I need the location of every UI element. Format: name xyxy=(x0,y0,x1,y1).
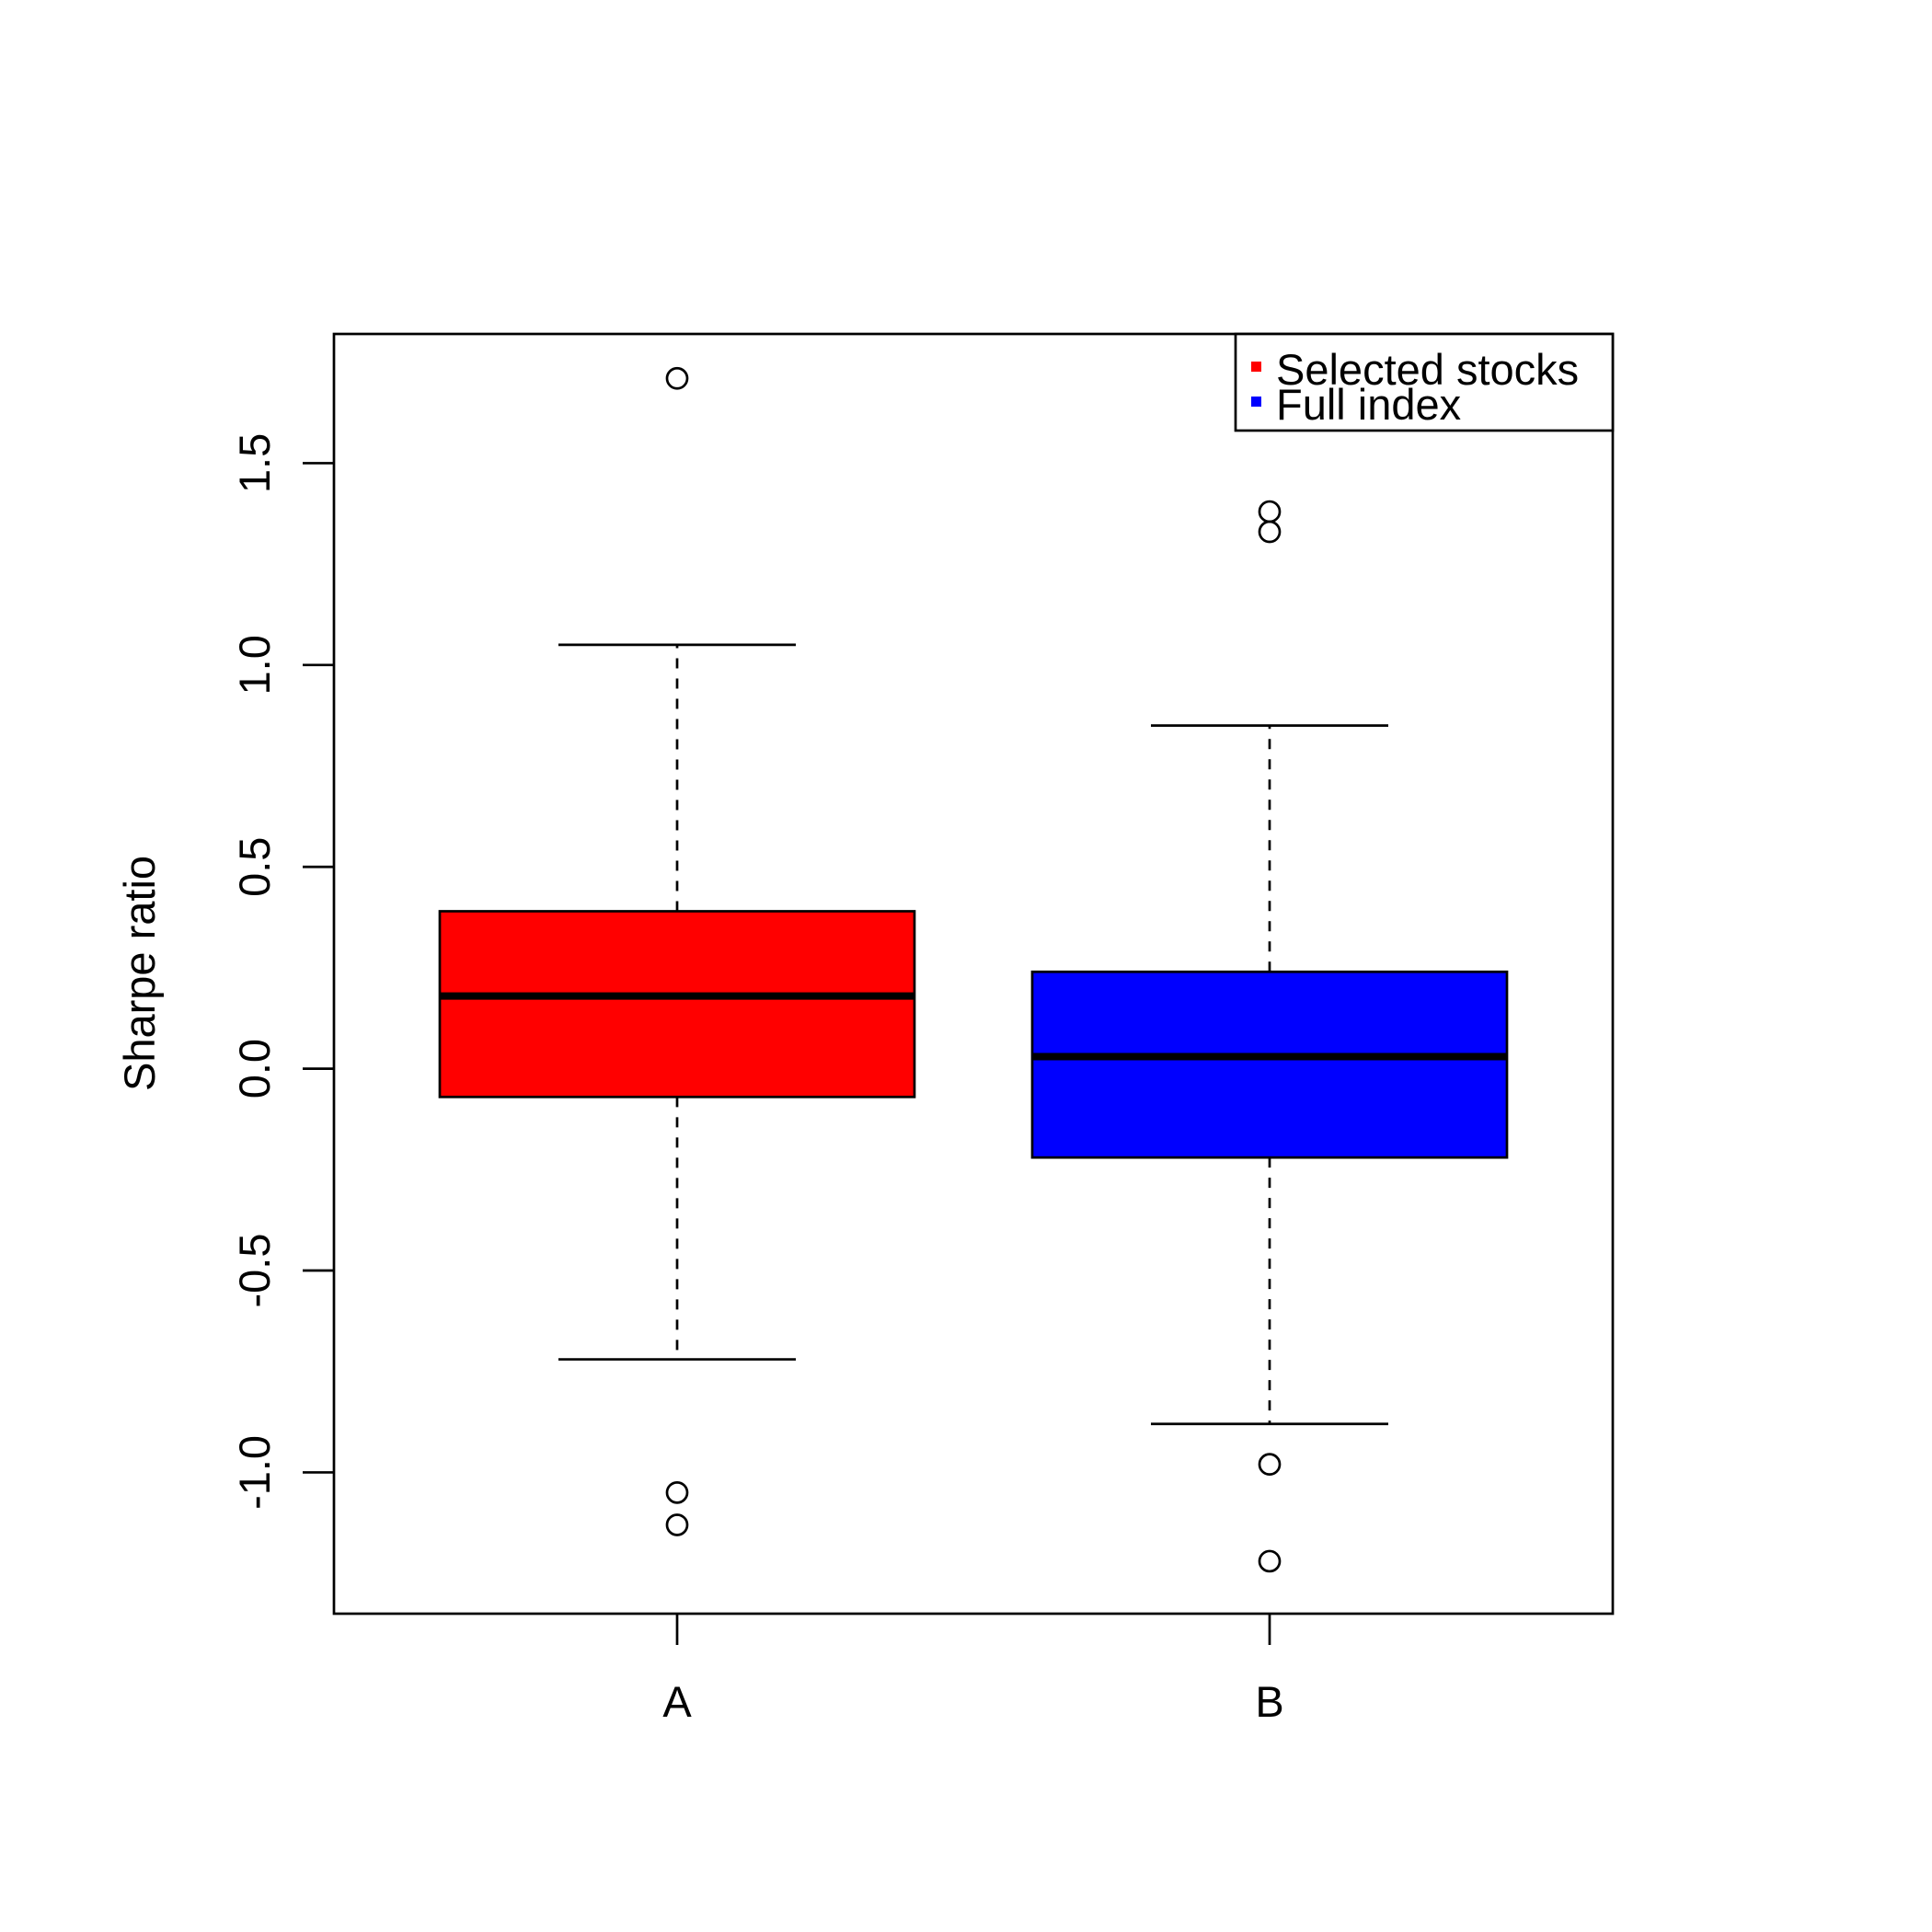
outlier-point xyxy=(1258,1453,1282,1476)
outlier-point xyxy=(665,366,689,390)
y-tick-label: 0.0 xyxy=(230,1039,279,1098)
x-tick-label: A xyxy=(662,1677,692,1726)
outlier-point xyxy=(1258,1549,1282,1573)
legend-label-selected-stocks: Selected stocks xyxy=(1276,345,1579,394)
whiskers-layer xyxy=(558,643,1388,1426)
legend-swatch-selected-stocks xyxy=(1251,362,1261,372)
y-tick-label: -1.0 xyxy=(230,1435,279,1510)
outlier-point xyxy=(665,1513,689,1536)
y-tick-label: 0.5 xyxy=(230,837,279,897)
outlier-point xyxy=(1258,520,1282,544)
y-axis-label: Sharpe ratio xyxy=(115,856,164,1091)
boxes-layer xyxy=(438,910,1509,1159)
x-tick-label: B xyxy=(1255,1677,1283,1726)
outlier-point xyxy=(665,1481,689,1504)
outliers-layer xyxy=(665,366,1282,1573)
legend-swatch-full-index xyxy=(1251,397,1261,407)
legend-box xyxy=(1234,332,1615,432)
legend: Selected stocks Full index xyxy=(1234,332,1615,432)
legend-label-full-index: Full index xyxy=(1276,380,1461,429)
box-B xyxy=(1030,970,1509,1159)
y-tick-label: -0.5 xyxy=(230,1234,279,1308)
y-axis: -1.0 -0.5 0.0 0.5 1.0 1.5 xyxy=(230,433,334,1510)
y-tick-label: 1.0 xyxy=(230,635,279,695)
y-tick-label: 1.5 xyxy=(230,433,279,493)
box-A xyxy=(438,910,916,1098)
plot-frame xyxy=(332,332,1615,1616)
